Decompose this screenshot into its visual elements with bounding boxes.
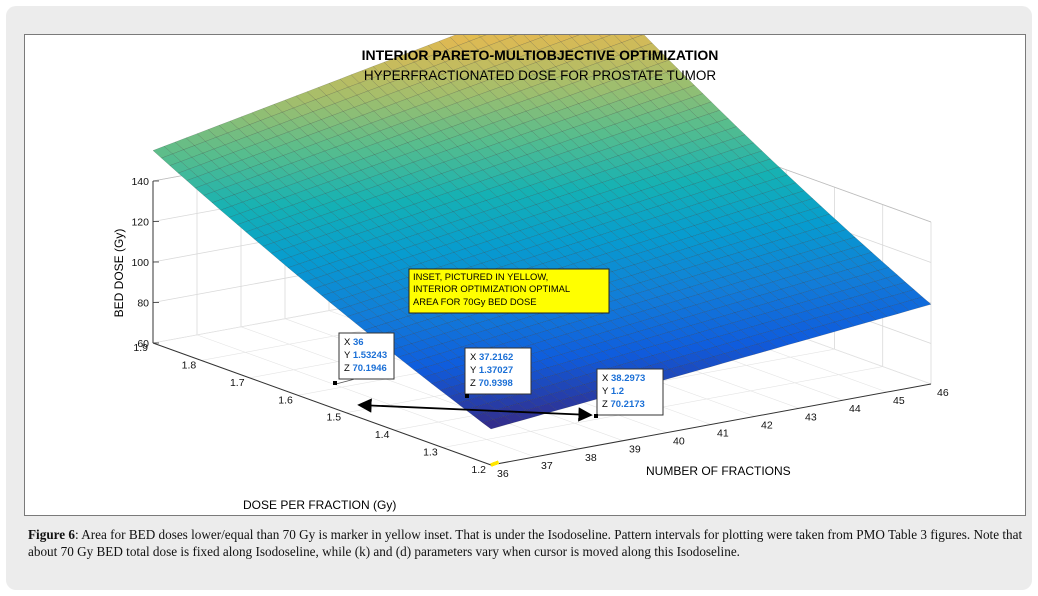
- tick-label: 100: [131, 257, 149, 269]
- figure-panel: 60 80 100 120 140 1.2 1.3 1.4 1.5 1.6 1.7 1.8 1.9 36 3…: [6, 0, 1032, 590]
- tick-label: 1.4: [375, 429, 390, 441]
- datatip-y: 1.2: [611, 386, 624, 397]
- datatip-z: 70.9398: [478, 378, 512, 389]
- svg-text:Y 1.53243: Y 1.53243: [344, 350, 387, 361]
- tick-label: 1.8: [182, 359, 197, 371]
- tick-label: 41: [717, 428, 729, 440]
- figure-caption: Figure 6: Area for BED doses lower/equal…: [28, 527, 1024, 560]
- svg-text:X 36: X 36: [344, 337, 364, 348]
- tick-label: 1.3: [423, 447, 438, 459]
- tick-label: 1.7: [230, 377, 245, 389]
- svg-text:Y 1.2: Y 1.2: [602, 386, 624, 397]
- svg-text:Z 70.2173: Z 70.2173: [602, 399, 645, 410]
- datatip-x: 37.2162: [479, 352, 513, 363]
- inset-note: INSET, PICTURED IN YELLOW, INTERIOR OPTI…: [408, 268, 610, 314]
- datatip-z: 70.2173: [610, 399, 644, 410]
- grid-line: [490, 383, 932, 466]
- x-axis-label: NUMBER OF FRACTIONS: [646, 464, 791, 478]
- axis-ticks: 60 80 100 120 140 1.2 1.3 1.4 1.5 1.6 1.7 1.8 1.9 36 3…: [131, 176, 948, 480]
- inset-note-line-3: AREA FOR 70Gy BED DOSE: [413, 296, 536, 307]
- inset-note-line-2: INTERIOR OPTIMIZATION OPTIMAL: [413, 283, 570, 294]
- tick-label: 43: [805, 411, 817, 423]
- datatip-x: 36: [353, 337, 364, 348]
- grid-line: [196, 334, 536, 458]
- caption-text: : Area for BED doses lower/equal than 70…: [28, 527, 1023, 559]
- tick-label: 60: [137, 338, 149, 350]
- caption-label: Figure 6: [28, 527, 76, 542]
- inset-note-line-1: INSET, PICTURED IN YELLOW,: [413, 271, 548, 282]
- datatip-y: 1.53243: [353, 350, 387, 361]
- tick-label: 40: [673, 436, 685, 448]
- svg-text:Z 70.9398: Z 70.9398: [470, 378, 513, 389]
- svg-text:X 37.2162: X 37.2162: [470, 352, 513, 363]
- bed-surface: [152, 0, 932, 430]
- z-axis-label: BED DOSE (Gy): [112, 229, 126, 318]
- chart-title: INTERIOR PARETO-MULTIOBJECTIVE OPTIMIZAT…: [362, 47, 719, 63]
- grid-line: [152, 342, 492, 466]
- tick-label: 44: [849, 403, 861, 415]
- tick-label: 45: [893, 395, 905, 407]
- tick-label: 38: [585, 452, 597, 464]
- chart-figure: 60 80 100 120 140 1.2 1.3 1.4 1.5 1.6 1.7 1.8 1.9 36 3…: [24, 0, 1026, 516]
- datatip-x: 38.2973: [611, 373, 645, 384]
- tick-label: 36: [497, 468, 509, 480]
- datatip-y: 1.37027: [479, 365, 513, 376]
- tick-label: 42: [761, 419, 773, 431]
- chart-subtitle: HYPERFRACTIONATED DOSE FOR PROSTATE TUMO…: [364, 68, 717, 83]
- grid-line: [240, 326, 580, 450]
- tick-label: 1.2: [471, 464, 486, 476]
- tick-label: 46: [937, 387, 949, 399]
- tick-label: 140: [131, 176, 149, 188]
- tick-label: 80: [137, 298, 149, 310]
- isodose-arrow: [357, 398, 593, 422]
- tick-label: 1.5: [327, 412, 342, 424]
- surface-chart: 60 80 100 120 140 1.2 1.3 1.4 1.5 1.6 1.7 1.8 1.9 36 3…: [112, 0, 949, 512]
- tick-label: 39: [629, 444, 641, 456]
- datatip[interactable]: X 37.2162 Y 1.37027 Z 70.9398: [464, 347, 532, 398]
- datatip[interactable]: X 36 Y 1.53243 Z 70.1946: [333, 332, 395, 385]
- tick-label: 1.9: [133, 342, 148, 354]
- tick-label: 37: [541, 460, 553, 472]
- tick-label: 1.6: [278, 394, 293, 406]
- datatip-z: 70.1946: [352, 363, 386, 374]
- y-axis-label: DOSE PER FRACTION (Gy): [243, 498, 396, 512]
- tick-label: 120: [131, 217, 149, 229]
- datatip[interactable]: X 38.2973 Y 1.2 Z 70.2173: [594, 368, 664, 418]
- inset-hatch: [490, 460, 499, 467]
- yellow-inset: [490, 460, 499, 467]
- svg-text:X 38.2973: X 38.2973: [602, 373, 645, 384]
- svg-text:Z 70.1946: Z 70.1946: [344, 363, 387, 374]
- svg-text:Y 1.37027: Y 1.37027: [470, 365, 513, 376]
